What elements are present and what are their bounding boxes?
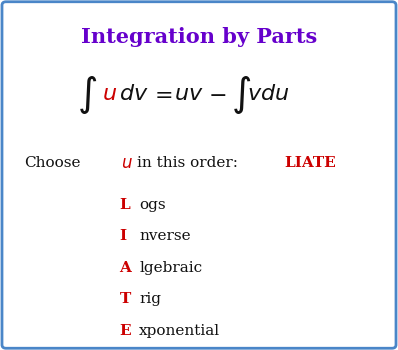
Text: I: I	[119, 229, 127, 243]
Text: Choose: Choose	[24, 156, 80, 170]
Text: nverse: nverse	[139, 229, 191, 243]
Text: LIATE: LIATE	[285, 156, 336, 170]
Text: L: L	[119, 198, 130, 212]
Text: $=$: $=$	[150, 84, 172, 105]
Text: lgebraic: lgebraic	[139, 261, 203, 275]
Text: Integration by Parts: Integration by Parts	[81, 27, 317, 47]
Text: $\mathit{dv}$: $\mathit{dv}$	[119, 84, 148, 105]
Text: in this order:: in this order:	[137, 156, 238, 170]
Text: rig: rig	[139, 292, 161, 306]
Text: $\mathit{vdu}$: $\mathit{vdu}$	[248, 84, 290, 105]
Text: ogs: ogs	[139, 198, 166, 212]
Text: $\mathit{u}$: $\mathit{u}$	[121, 154, 133, 172]
FancyBboxPatch shape	[2, 2, 396, 348]
Text: xponential: xponential	[139, 324, 220, 338]
Text: $-$: $-$	[208, 84, 226, 105]
Text: $\mathit{u}$: $\mathit{u}$	[102, 84, 117, 105]
Text: E: E	[119, 324, 131, 338]
Text: $\mathit{uv}$: $\mathit{uv}$	[174, 84, 204, 105]
Text: $\int$: $\int$	[78, 74, 98, 116]
Text: $\int$: $\int$	[231, 74, 251, 116]
Text: A: A	[119, 261, 131, 275]
Text: T: T	[119, 292, 131, 306]
